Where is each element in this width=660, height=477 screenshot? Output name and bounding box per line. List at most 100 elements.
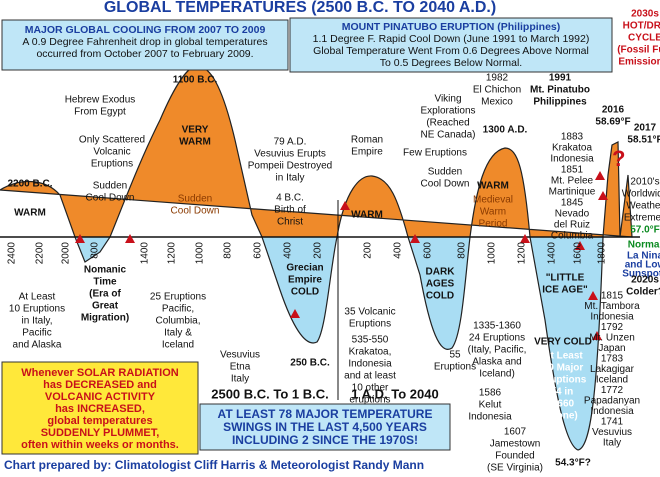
box-text: A 0.9 Degree Fahrenheit drop in global t… [22, 36, 267, 48]
annotation: Krakatoa, [349, 347, 392, 358]
axis-tick-label: 2200 [35, 242, 46, 265]
annotation: 1335-1360 [473, 321, 521, 332]
axis-tick-label: 1600 [573, 242, 584, 265]
annotation: Italy [603, 438, 621, 449]
annotation: Emissions) [618, 57, 660, 68]
annotation: 535-550 [352, 335, 389, 346]
credit: Chart prepared by: Climatologist Cliff H… [4, 458, 424, 472]
box-text: INCLUDING 2 SINCE THE 1970S! [232, 433, 418, 447]
box-text: SWINGS IN THE LAST 4,500 YEARS [223, 420, 427, 434]
annotation: 4 B.C. [276, 193, 304, 204]
annotation: Jamestown [490, 439, 541, 450]
annotation: Worldwide [622, 189, 660, 200]
annotation: 24 Eruptions [469, 333, 525, 344]
annotation: 1607 [504, 427, 527, 438]
annotation: From Egypt [74, 107, 126, 118]
annotation: Japan [598, 343, 625, 354]
annotation: 2030s [631, 9, 659, 20]
annotation: Colder? [626, 287, 660, 298]
annotation: Indonesia [550, 154, 594, 165]
annotation: Few Eruptions [403, 148, 467, 159]
annotation: (4 in [553, 387, 574, 398]
annotation: 1845 [561, 198, 584, 209]
annotation: 2017 [634, 123, 657, 134]
annotation: Empire [288, 275, 322, 286]
annotation: Iceland) [479, 369, 515, 380]
annotation: 2010's [630, 177, 659, 188]
annotation: Eruptions [434, 362, 476, 373]
annotation: 1783 [601, 354, 624, 365]
axis-tick-label: 2000 [61, 242, 72, 265]
annotation: Mt. Pinatubo [530, 85, 590, 96]
annotation: 1300 A.D. [483, 125, 528, 136]
axis-tick-label: 600 [253, 242, 264, 259]
temperature-curve [0, 65, 633, 451]
box-text: occurred from October 2007 to February 2… [36, 48, 253, 60]
annotation: alone) [548, 411, 577, 422]
annotation: Philippines [533, 97, 587, 108]
box-text: SUDDENLY PLUMMET, [41, 427, 160, 439]
annotation: Eruptions [349, 319, 391, 330]
annotation: 58.69°F [595, 117, 630, 128]
annotation: Sudden [178, 194, 212, 205]
annotation: Columbia, [155, 316, 200, 327]
axis-tick-label: 1200 [517, 242, 528, 265]
annotation: Grecian [286, 263, 323, 274]
pinatubo-box [289, 17, 613, 73]
axis-tick-label: 1200 [167, 242, 178, 265]
annotation: Founded [495, 451, 534, 462]
annotation: Warm [480, 207, 506, 218]
annotation: Etna [230, 362, 251, 373]
annotation: Pacific [22, 328, 51, 339]
annotation: and at least [344, 371, 396, 382]
annotation: Nevado [555, 209, 590, 220]
annotation: 25 Eruptions [150, 292, 206, 303]
axis-tick-label: 400 [393, 242, 404, 259]
axis-tick-label: 1000 [487, 242, 498, 265]
annotation: 90 Major [543, 363, 584, 374]
box-text: has DECREASED and [43, 379, 157, 391]
annotation: Mt. Pelee [551, 176, 594, 187]
axis-tick-label: 2400 [7, 242, 18, 265]
annotation: El Chichon [473, 85, 521, 96]
annotation: WARM [351, 210, 383, 221]
box-text: MAJOR GLOBAL COOLING FROM 2007 TO 2009 [25, 24, 266, 36]
title: GLOBAL TEMPERATURES (2500 B.C. TO 2040 A… [104, 0, 496, 16]
box-text: has INCREASED, [55, 403, 145, 415]
annotation: Sunspots [622, 269, 660, 280]
annotation: (Italy, Pacific, [468, 345, 527, 356]
annotation: 1660 [552, 399, 575, 410]
annotation: eruptions [349, 395, 390, 406]
annotation: Martinique [549, 187, 596, 198]
annotation: COLD [426, 291, 454, 302]
axis-tick-label: 1000 [195, 242, 206, 265]
annotation: WARM [477, 181, 509, 192]
annotation: 1100 B.C. [173, 75, 218, 86]
annotation: CYCLE [628, 33, 660, 44]
annotation: At Least [19, 292, 56, 303]
box-text: To 0.5 Degrees Below Normal. [380, 57, 522, 69]
annotation: Eruptions [91, 159, 133, 170]
annotation: Weather [626, 201, 660, 212]
annotation: HOT/DRY [623, 21, 660, 32]
annotation: La Nina [627, 251, 660, 262]
annotation: (SE Virginia) [487, 463, 543, 474]
annotation: Only Scattered [79, 135, 145, 146]
annotation: Cool Down [86, 193, 135, 204]
annotation: AGES [426, 279, 455, 290]
annotation: Medieval [473, 195, 513, 206]
question-mark: ? [612, 146, 625, 171]
annotation: WARM [14, 208, 46, 219]
annotation: Vesuvius [592, 427, 632, 438]
volcano-icons [75, 171, 608, 340]
annotation: Viking [434, 94, 461, 105]
annotation: Indonesia [348, 359, 392, 370]
era-label: 2500 B.C. To 1 B.C. [211, 386, 329, 401]
annotation: (Fossil Fuel [617, 45, 660, 56]
axis-tick-label: 400 [283, 242, 294, 259]
annotation: Iceland [162, 340, 194, 351]
annotation: Explorations [420, 106, 475, 117]
annotation: VERY [182, 125, 209, 136]
annotation: Extremes [624, 213, 660, 224]
annotation: Hebrew Exodus [65, 95, 136, 106]
